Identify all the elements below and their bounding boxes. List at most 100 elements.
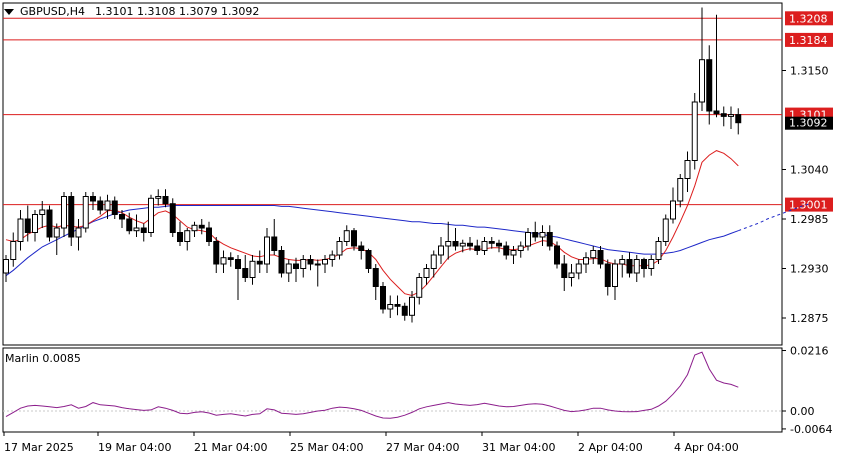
candle-body: [24, 218, 31, 233]
candle-body: [387, 304, 394, 310]
current-price-label: 1.3092: [789, 117, 828, 130]
candle-body: [691, 101, 698, 161]
candle-body: [140, 227, 147, 233]
candle-body: [119, 214, 125, 220]
candle-body: [111, 200, 118, 215]
price-tick-label: 1.2875: [790, 312, 829, 325]
price-tick-label: 1.2985: [790, 213, 829, 226]
candle-body: [467, 242, 473, 247]
candle-body: [720, 113, 727, 117]
candle-body: [68, 196, 75, 238]
candle-body: [184, 230, 191, 242]
candle-body: [32, 214, 38, 233]
candle-body: [358, 245, 365, 251]
candle-body: [3, 259, 9, 274]
candle-body: [481, 241, 488, 251]
candle-body: [126, 218, 133, 232]
candle-body: [496, 242, 502, 247]
candle-body: [735, 114, 742, 124]
candle-body: [590, 250, 597, 259]
level-price-label: 1.3001: [789, 199, 828, 212]
candle-body: [155, 196, 162, 199]
candle-body: [46, 209, 53, 238]
chart-header: GBPUSD,H4 1.3101 1.3108 1.3079 1.3092: [4, 5, 259, 18]
oscillator-tick-label: 0.00: [790, 405, 815, 418]
candle-body: [169, 203, 176, 233]
candle-body: [525, 232, 531, 247]
oscillator-line: [5, 351, 739, 419]
candle-body: [641, 259, 647, 269]
current-price-box: [785, 116, 833, 130]
level-price-label: 1.3184: [789, 34, 828, 47]
candle-body: [264, 236, 270, 265]
candle-body: [510, 250, 517, 256]
level-price-box: [785, 32, 833, 47]
candle-body: [300, 259, 307, 269]
ma-slow-projection: [738, 203, 811, 232]
candle-body: [648, 259, 655, 269]
symbol-timeframe: GBPUSD,H4: [20, 5, 85, 18]
candle-body: [227, 257, 234, 261]
candle-body: [285, 263, 292, 274]
candle-body: [17, 218, 24, 242]
candle-body: [662, 218, 669, 242]
candle-body: [97, 200, 104, 211]
candle-body: [39, 209, 46, 215]
candle-body: [728, 114, 734, 117]
candle-body: [148, 197, 154, 234]
candle-body: [554, 245, 560, 265]
time-tick-label: 25 Mar 04:00: [290, 441, 363, 454]
candle-body: [307, 259, 314, 265]
candle-body: [561, 263, 568, 278]
candle-body: [670, 200, 676, 220]
time-tick-label: 21 Mar 04:00: [194, 441, 267, 454]
candle-body: [75, 227, 82, 238]
price-tick-label: 1.3040: [790, 164, 829, 177]
candle-body: [191, 224, 198, 232]
candle-body: [416, 277, 423, 298]
candle-body: [445, 241, 452, 247]
candle-body: [677, 178, 684, 202]
candle-body: [699, 59, 705, 103]
price-tick-label: 1.2930: [790, 263, 829, 276]
time-tick-label: 4 Apr 04:00: [674, 441, 739, 454]
oscillator-pane-frame: [2, 347, 783, 433]
ma-slow-line: [5, 205, 739, 277]
candle-body: [706, 59, 713, 112]
candle-body: [394, 304, 401, 307]
time-tick-label: 19 Mar 04:00: [98, 441, 171, 454]
candle-body: [517, 245, 524, 251]
menu-triangle-icon[interactable]: [4, 8, 14, 15]
candle-body: [256, 260, 263, 265]
candle-body: [242, 268, 249, 278]
candle-body: [53, 227, 60, 238]
candle-body: [430, 254, 437, 269]
candle-body: [82, 196, 89, 229]
candle-body: [293, 263, 299, 269]
candle-body: [10, 241, 17, 260]
candle-body: [423, 268, 430, 278]
level-price-box: [785, 11, 833, 26]
candle-body: [583, 257, 589, 265]
candle-body: [575, 263, 582, 274]
candle-body: [713, 110, 720, 115]
price-tick-label: 1.3150: [790, 65, 829, 78]
time-tick-label: 17 Mar 2025: [4, 441, 74, 454]
time-tick-label: 27 Mar 04:00: [386, 441, 459, 454]
candle-body: [619, 259, 626, 265]
candle-body: [322, 259, 328, 265]
candle-body: [474, 245, 481, 251]
candle-body: [343, 230, 350, 242]
candle-body: [532, 232, 539, 238]
oscillator-title: Marlin 0.0085: [5, 352, 81, 365]
candle-body: [314, 263, 321, 266]
candle-body: [612, 263, 618, 287]
candle-body: [213, 241, 220, 265]
price-pane-frame: [2, 2, 783, 346]
candle-body: [90, 196, 96, 202]
candle-body: [162, 196, 169, 205]
level-price-label: 1.3208: [789, 12, 828, 25]
candle-body: [633, 259, 640, 274]
ma-fast-line: [5, 150, 739, 297]
